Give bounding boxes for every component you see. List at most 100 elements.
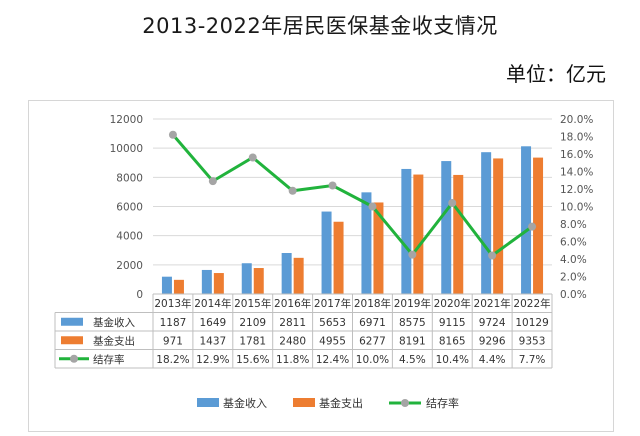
- data-label: 10129: [515, 317, 548, 329]
- data-label: 5653: [319, 317, 346, 329]
- y-right-tick-label: 12.0%: [560, 184, 593, 196]
- bar-expense: [493, 158, 504, 294]
- y-left-tick-label: 10000: [110, 143, 143, 155]
- bar-income: [401, 168, 412, 294]
- y-right-tick-label: 6.0%: [560, 237, 587, 249]
- data-label: 8575: [399, 317, 426, 329]
- bar-expense: [373, 202, 384, 294]
- data-label: 9296: [479, 335, 506, 347]
- data-label: 4.4%: [479, 354, 506, 366]
- table-row-label: 结存率: [93, 353, 125, 366]
- table-row-label: 基金支出: [93, 334, 135, 347]
- data-label: 15.6%: [236, 354, 269, 366]
- bar-expense: [333, 221, 344, 294]
- bar-income: [241, 263, 252, 294]
- bar-income: [321, 211, 332, 294]
- data-label: 18.2%: [156, 354, 189, 366]
- data-label: 7.7%: [519, 354, 546, 366]
- data-label: 1187: [160, 317, 187, 329]
- y-right-tick-label: 18.0%: [560, 132, 593, 144]
- bar-income: [161, 276, 172, 294]
- bar-expense: [533, 157, 544, 294]
- rate-point: [288, 186, 297, 195]
- data-label: 2480: [279, 335, 306, 347]
- data-label: 11.8%: [276, 354, 309, 366]
- data-label: 9115: [439, 317, 466, 329]
- x-tick-label: 2022年: [513, 297, 550, 310]
- rate-point: [368, 202, 377, 211]
- rate-point: [248, 153, 257, 162]
- x-tick-label: 2017年: [314, 297, 351, 310]
- data-label: 1649: [199, 317, 226, 329]
- bar-expense: [173, 279, 184, 294]
- data-label: 2109: [239, 317, 266, 329]
- rate-point: [488, 251, 497, 260]
- line-rate: [171, 133, 533, 258]
- chart-title: 2013-2022年居民医保基金收支情况: [142, 14, 498, 38]
- data-label: 2811: [279, 317, 306, 329]
- bar-income: [521, 146, 532, 294]
- y-right-tick-label: 10.0%: [560, 202, 593, 214]
- y-left-tick-label: 0: [136, 289, 143, 301]
- chart-area: 0 2000 4000 6000 8000 10000 12000 0.0% 2.0% 4.0% 6…: [28, 100, 614, 432]
- y-left-tick-label: 6000: [116, 202, 143, 214]
- rate-point: [448, 199, 457, 207]
- data-label: 9724: [479, 317, 506, 329]
- data-label: 10.4%: [436, 354, 469, 366]
- y-right-tick-label: 16.0%: [560, 149, 593, 161]
- y-left-tick-label: 12000: [110, 114, 143, 126]
- x-tick-label: 2021年: [474, 297, 511, 310]
- y-left-tick-label: 8000: [116, 172, 143, 184]
- data-label: 10.0%: [356, 354, 389, 366]
- bar-expense: [293, 257, 304, 294]
- x-tick-label: 2015年: [234, 297, 271, 310]
- y-right-tick-label: 20.0%: [560, 114, 593, 126]
- y-left-tick-label: 2000: [116, 260, 143, 272]
- x-tick-label: 2020年: [434, 297, 471, 310]
- unit-label: 单位：亿元: [506, 62, 606, 86]
- rate-point: [328, 181, 337, 190]
- y-left-tick-label: 4000: [116, 231, 143, 243]
- x-tick-label: 2016年: [274, 297, 311, 310]
- y-right-tick-label: 2.0%: [560, 272, 587, 284]
- y-right-tick-label: 0.0%: [560, 289, 587, 301]
- data-label: 8165: [439, 335, 466, 347]
- data-label: 6971: [359, 317, 386, 329]
- data-label: 8191: [399, 335, 426, 347]
- x-tick-label: 2019年: [394, 297, 431, 310]
- rate-point: [208, 177, 217, 186]
- bar-income: [201, 269, 212, 294]
- bar-expense: [253, 268, 264, 294]
- combo-chart: 0 2000 4000 6000 8000 10000 12000 0.0% 2.0% 4.0% 6…: [54, 114, 593, 410]
- legend-label-rate: 结存率: [426, 396, 459, 410]
- data-label: 12.4%: [316, 354, 349, 366]
- legend-swatch-expense: [293, 398, 315, 407]
- data-label: 4955: [319, 335, 346, 347]
- x-tick-label: 2013年: [154, 297, 191, 310]
- legend-marker-rate: [401, 399, 409, 407]
- y-right-tick-label: 4.0%: [560, 254, 587, 266]
- bar-income: [281, 253, 292, 294]
- data-label: 12.9%: [196, 354, 229, 366]
- data-label: 4.5%: [399, 354, 426, 366]
- legend-label-income: 基金收入: [223, 396, 267, 410]
- data-label: 1781: [239, 335, 266, 347]
- data-label: 971: [163, 335, 183, 347]
- x-tick-label: 2018年: [354, 297, 391, 310]
- bar-income: [441, 161, 452, 294]
- data-label: 1437: [199, 335, 226, 347]
- rate-point: [168, 130, 177, 139]
- legend-swatch-income: [197, 398, 219, 407]
- bar-income: [481, 152, 492, 294]
- data-label: 6277: [359, 335, 386, 347]
- bar-expense: [453, 174, 464, 294]
- rate-point: [408, 250, 417, 259]
- rate-point: [528, 222, 537, 231]
- bar-income: [361, 192, 372, 294]
- table-legend-swatch: [61, 336, 83, 345]
- table-legend-marker: [70, 354, 78, 363]
- table-legend-swatch: [61, 317, 83, 326]
- y-right-tick-label: 8.0%: [560, 219, 587, 231]
- legend-label-expense: 基金支出: [319, 396, 363, 410]
- bar-expense: [413, 174, 424, 294]
